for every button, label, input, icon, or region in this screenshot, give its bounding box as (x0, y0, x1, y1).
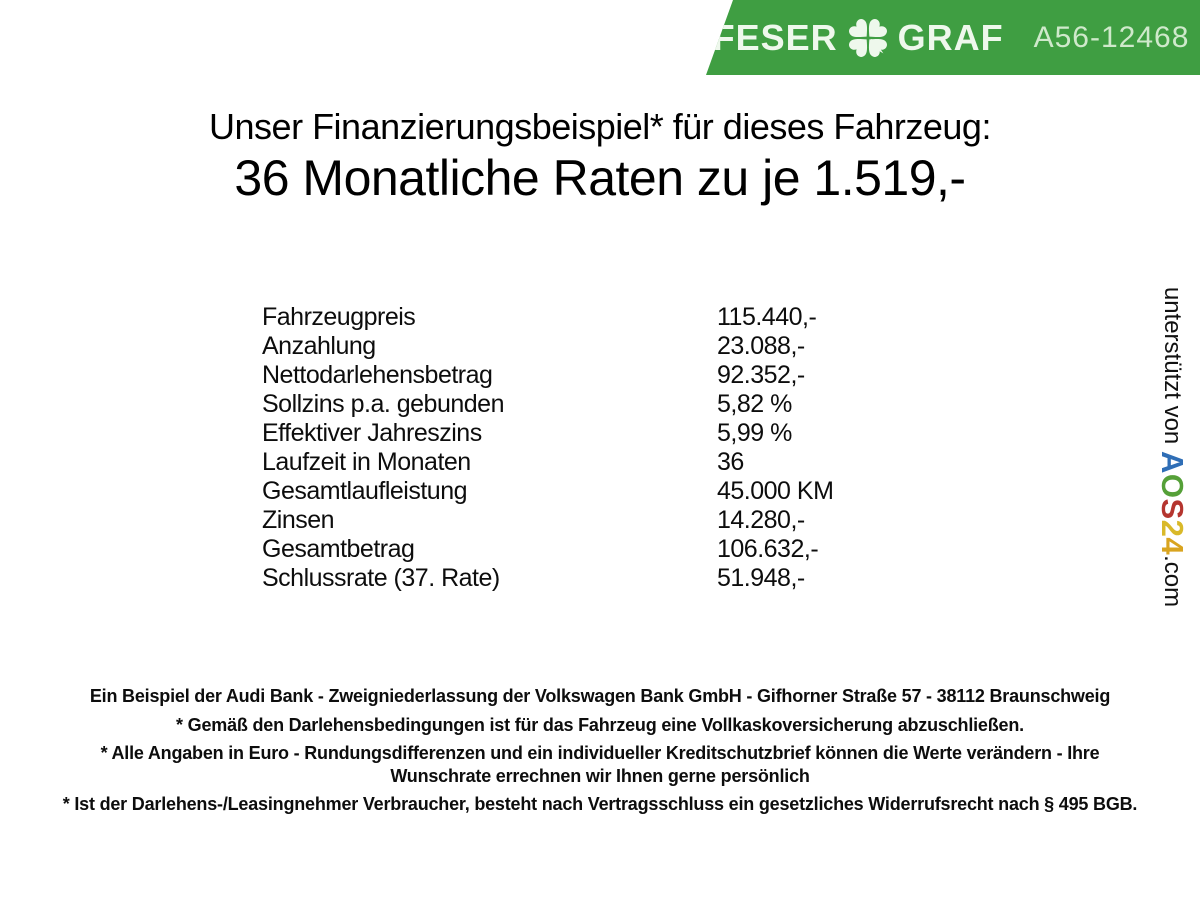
finance-value: 106.632,- (717, 535, 819, 563)
disclaimer-euro: * Alle Angaben in Euro - Rundungsdiffere… (100, 743, 1100, 786)
finance-row: Fahrzeugpreis 115.440,- (262, 303, 922, 332)
aos24-letter: O (1155, 473, 1190, 499)
finance-row: Effektiver Jahreszins 5,99 % (262, 419, 922, 448)
finance-value: 36 (717, 448, 744, 476)
headline-line1: Unser Finanzierungsbeispiel* für dieses … (209, 106, 991, 147)
finance-value: 5,82 % (717, 390, 792, 418)
finance-row: Laufzeit in Monaten 36 (262, 448, 922, 477)
stock-number: A56-12468 (1033, 20, 1190, 54)
aos24-logo: AOS24 (1154, 451, 1190, 555)
finance-table: Fahrzeugpreis 115.440,- Anzahlung 23.088… (262, 303, 922, 593)
finance-label: Fahrzeugpreis (262, 303, 416, 331)
aos24-letter: S (1155, 498, 1190, 520)
aos24-credit-suffix: .com (1159, 555, 1186, 608)
finance-label: Anzahlung (262, 332, 376, 360)
finance-value: 23.088,- (717, 332, 805, 360)
aos24-letter: A (1155, 450, 1190, 474)
disclaimer-vollkasko: * Gemäß den Darlehensbedingungen ist für… (176, 714, 1024, 735)
finance-label: Schlussrate (37. Rate) (262, 564, 500, 592)
finance-label: Nettodarlehensbetrag (262, 361, 493, 389)
brand-graf: GRAF (897, 16, 1004, 58)
disclaimer-block: Ein Beispiel der Audi Bank - Zweignieder… (50, 685, 1150, 822)
headline: Unser Finanzierungsbeispiel* für dieses … (0, 104, 1200, 206)
finance-value: 45.000 KM (717, 477, 834, 505)
clover-icon (848, 18, 887, 57)
finance-value: 5,99 % (717, 419, 792, 447)
finance-label: Gesamtlaufleistung (262, 477, 468, 505)
dealer-banner: FESER GRAF A56-12468 (706, 0, 1200, 75)
aos24-credit: unterstützt von AOS24 .com (1152, 276, 1192, 618)
finance-value: 115.440,- (717, 303, 817, 331)
aos24-credit-prefix: unterstützt von (1159, 286, 1186, 451)
finance-row: Schlussrate (37. Rate) 51.948,- (262, 564, 922, 593)
finance-label: Effektiver Jahreszins (262, 419, 482, 447)
disclaimer-bank: Ein Beispiel der Audi Bank - Zweignieder… (89, 686, 1111, 706)
finance-row: Gesamtlaufleistung 45.000 KM (262, 477, 922, 506)
finance-label: Laufzeit in Monaten (262, 448, 471, 476)
brand-feser: FESER (712, 16, 838, 58)
headline-line2: 36 Monatliche Raten zu je 1.519,- (234, 150, 966, 206)
finance-row: Nettodarlehensbetrag 92.352,- (262, 361, 922, 390)
finance-label: Gesamtbetrag (262, 535, 415, 563)
finance-row: Zinsen 14.280,- (262, 506, 922, 535)
finance-value: 14.280,- (717, 506, 805, 534)
disclaimer-widerruf: * Ist der Darlehens-/Leasingnehmer Verbr… (62, 794, 1138, 814)
finance-value: 92.352,- (717, 361, 805, 389)
aos24-letter: 2 (1155, 519, 1190, 538)
finance-row: Sollzins p.a. gebunden 5,82 % (262, 390, 922, 419)
finance-label: Zinsen (262, 506, 335, 534)
finance-value: 51.948,- (717, 564, 805, 592)
finance-row: Gesamtbetrag 106.632,- (262, 535, 922, 564)
aos24-letter: 4 (1155, 537, 1190, 556)
finance-row: Anzahlung 23.088,- (262, 332, 922, 361)
finance-label: Sollzins p.a. gebunden (262, 390, 504, 418)
